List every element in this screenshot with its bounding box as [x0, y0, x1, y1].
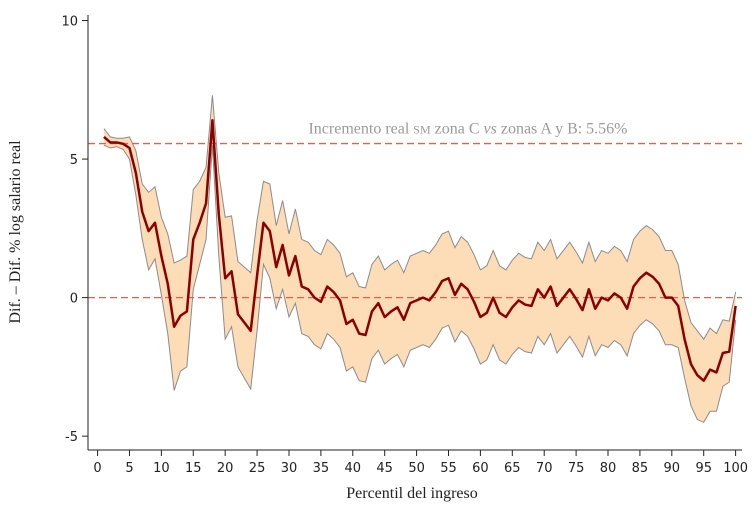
- annotation: Incremento real sm zona C vs zonas A y B…: [308, 121, 627, 138]
- x-tick-label: 25: [249, 461, 266, 476]
- y-tick-label: 10: [61, 15, 78, 30]
- y-axis-label: Dif. – Dif. % log salario real: [7, 140, 24, 324]
- x-tick-label: 35: [313, 461, 330, 476]
- x-tick-label: 60: [472, 461, 489, 476]
- x-tick-label: 100: [723, 461, 748, 476]
- band-lower-edge: [103, 144, 737, 423]
- x-tick-label: 90: [664, 461, 681, 476]
- annotation-part: zonas A y B: 5.56%: [497, 121, 628, 138]
- x-tick-label: 20: [217, 461, 234, 476]
- x-tick-label: 10: [153, 461, 170, 476]
- x-tick-label: 50: [408, 461, 425, 476]
- x-tick-label: 15: [185, 461, 202, 476]
- annotation-part: Incremento real: [308, 121, 413, 138]
- x-tick-label: 70: [536, 461, 553, 476]
- x-tick-label: 85: [632, 461, 649, 476]
- y-tick-label: 0: [70, 292, 78, 307]
- annotation-part: sm: [413, 123, 431, 137]
- series-line: [103, 119, 737, 382]
- x-tick-label: 65: [504, 461, 521, 476]
- x-axis-label: Percentil del ingreso: [346, 485, 478, 502]
- x-tick-label: 55: [440, 461, 457, 476]
- x-tick-label: 75: [568, 461, 585, 476]
- x-tick-label: 0: [93, 461, 101, 476]
- x-tick-label: 95: [695, 461, 712, 476]
- band-upper-edge: [103, 95, 737, 341]
- x-tick-label: 80: [600, 461, 617, 476]
- x-tick-label: 40: [345, 461, 362, 476]
- x-tick-label: 30: [281, 461, 298, 476]
- y-tick-label: 5: [70, 153, 78, 168]
- annotation-part: vs: [484, 121, 497, 138]
- annotation-part: zona C: [431, 121, 484, 138]
- x-tick-label: 5: [125, 461, 133, 476]
- y-tick-label: -5: [65, 430, 78, 445]
- x-tick-label: 45: [376, 461, 393, 476]
- confidence-band: [103, 95, 736, 423]
